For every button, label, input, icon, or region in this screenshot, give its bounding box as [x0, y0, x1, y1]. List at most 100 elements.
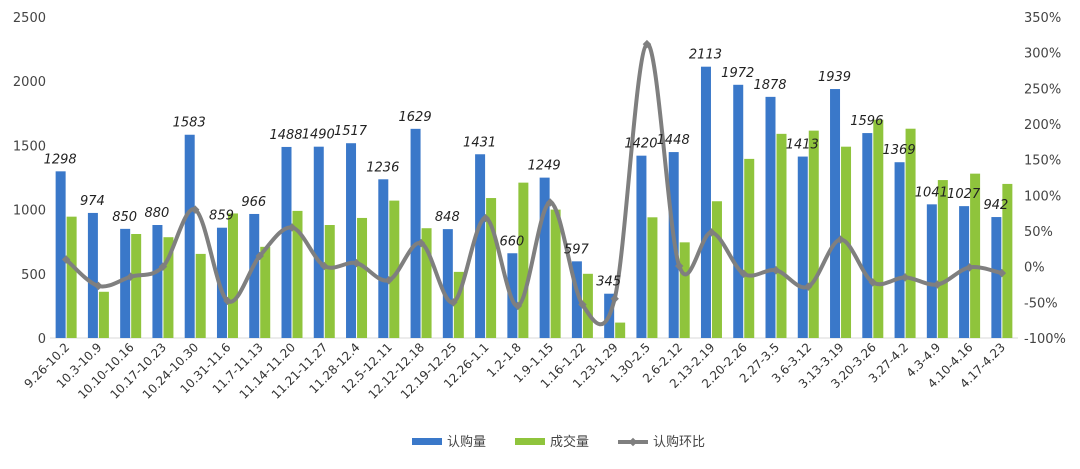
- data-label: 1448: [657, 133, 690, 148]
- bar-transaction: [744, 158, 755, 338]
- legend-swatch-transaction: [515, 438, 545, 445]
- right-tick-label: 200%: [1024, 118, 1061, 133]
- left-tick-label: 2500: [13, 11, 46, 26]
- bar-transaction: [937, 180, 948, 338]
- bar-subscription: [539, 177, 550, 338]
- bar-subscription: [700, 66, 711, 339]
- ratio-marker: [578, 300, 587, 309]
- bar-subscription: [475, 154, 486, 338]
- bar-transaction: [453, 271, 464, 338]
- bar-subscription: [959, 206, 970, 338]
- data-label: 1583: [173, 116, 206, 131]
- bar-subscription: [152, 225, 163, 338]
- data-label: 1490: [302, 128, 335, 143]
- data-label: 966: [241, 195, 266, 210]
- right-tick-label: 250%: [1024, 82, 1061, 97]
- left-axis: 0 500 1000 1500 2000 2500: [13, 11, 46, 347]
- data-label: 1041: [915, 185, 948, 200]
- bar-transaction: [1002, 183, 1013, 338]
- bar-transaction: [905, 128, 916, 338]
- ratio-marker: [610, 294, 619, 304]
- data-label: 848: [435, 210, 460, 225]
- ratio-marker: [320, 261, 329, 271]
- bar-subscription: [249, 213, 260, 338]
- ratio-marker: [868, 278, 878, 287]
- ratio-marker: [997, 268, 1007, 278]
- bar-transaction: [292, 210, 303, 338]
- bar-subscription: [571, 261, 582, 338]
- ratio-marker: [223, 296, 232, 306]
- bar-subscription: [797, 156, 808, 338]
- bar-transaction: [421, 228, 432, 338]
- ratio-marker: [416, 238, 426, 248]
- ratio-marker: [190, 205, 200, 214]
- bar-transaction: [647, 217, 658, 338]
- bar-transaction: [776, 133, 787, 338]
- bar-transaction: [66, 216, 77, 338]
- bar-transaction: [582, 273, 593, 338]
- data-label: 942: [983, 198, 1008, 213]
- bar-transaction: [324, 225, 335, 338]
- data-label: 1298: [44, 152, 77, 167]
- bar-transaction: [98, 291, 109, 338]
- bar-transaction: [260, 246, 271, 338]
- bar-subscription: [991, 217, 1002, 338]
- ratio-marker: [384, 275, 394, 285]
- bar-subscription: [281, 146, 292, 338]
- right-tick-label: 350%: [1024, 11, 1061, 26]
- ratio-marker: [965, 263, 974, 272]
- bar-subscription: [120, 228, 131, 338]
- bars: [55, 66, 1013, 339]
- bar-transaction: [486, 198, 497, 338]
- ratio-marker: [352, 258, 361, 268]
- left-tick-label: 1000: [13, 204, 46, 219]
- data-label: 1596: [850, 114, 883, 129]
- data-label: 1629: [399, 110, 432, 125]
- ratio-marker: [481, 213, 490, 223]
- bar-transaction: [873, 119, 884, 338]
- data-label: 1369: [883, 143, 916, 158]
- ratio-marker: [287, 223, 297, 232]
- right-tick-label: 50%: [1024, 225, 1053, 240]
- legend-label-ratio: 认购环比: [653, 434, 705, 450]
- legend-swatch-subscription: [412, 438, 442, 445]
- bar-subscription: [926, 204, 937, 338]
- bar-subscription: [313, 146, 324, 338]
- bar-subscription: [442, 229, 453, 338]
- ratio-marker: [94, 281, 103, 291]
- right-tick-label: 150%: [1024, 154, 1061, 169]
- legend: 认购量 成交量 认购环比: [412, 434, 705, 450]
- data-label: 660: [499, 234, 524, 249]
- bar-subscription: [733, 84, 744, 338]
- legend-label-subscription: 认购量: [447, 434, 486, 450]
- right-axis: -100% -50% 0% 50% 100% 150% 200% 250% 300% 350%: [1024, 11, 1066, 347]
- data-label: 1939: [818, 70, 851, 85]
- data-label: 1488: [269, 128, 302, 143]
- data-labels: 1298 974 850 880 1583 859 966 1488 1490 1517 1236 1…: [44, 48, 1009, 290]
- bar-transaction: [131, 233, 142, 338]
- bar-subscription: [346, 143, 357, 338]
- bar-subscription: [55, 171, 66, 338]
- data-label: 974: [80, 194, 105, 209]
- ratio-marker: [255, 251, 264, 261]
- data-label: 1249: [528, 159, 561, 174]
- left-tick-label: 2000: [13, 75, 46, 90]
- data-label: 1413: [786, 138, 819, 153]
- ratio-marker: [513, 301, 523, 311]
- ratio-marker: [674, 261, 684, 271]
- bar-subscription: [636, 155, 647, 338]
- right-tick-label: 300%: [1024, 47, 1061, 62]
- left-tick-label: 500: [21, 268, 46, 283]
- bar-transaction: [518, 182, 529, 338]
- bar-transaction: [970, 173, 981, 338]
- legend-marker-ratio: [628, 437, 638, 447]
- ratio-marker: [933, 280, 942, 289]
- bar-subscription: [765, 96, 776, 338]
- ratio-marker: [900, 273, 910, 282]
- bar-subscription: [862, 133, 873, 338]
- ratio-marker: [449, 298, 458, 307]
- right-tick-label: -50%: [1024, 296, 1058, 311]
- data-label: 880: [145, 206, 170, 221]
